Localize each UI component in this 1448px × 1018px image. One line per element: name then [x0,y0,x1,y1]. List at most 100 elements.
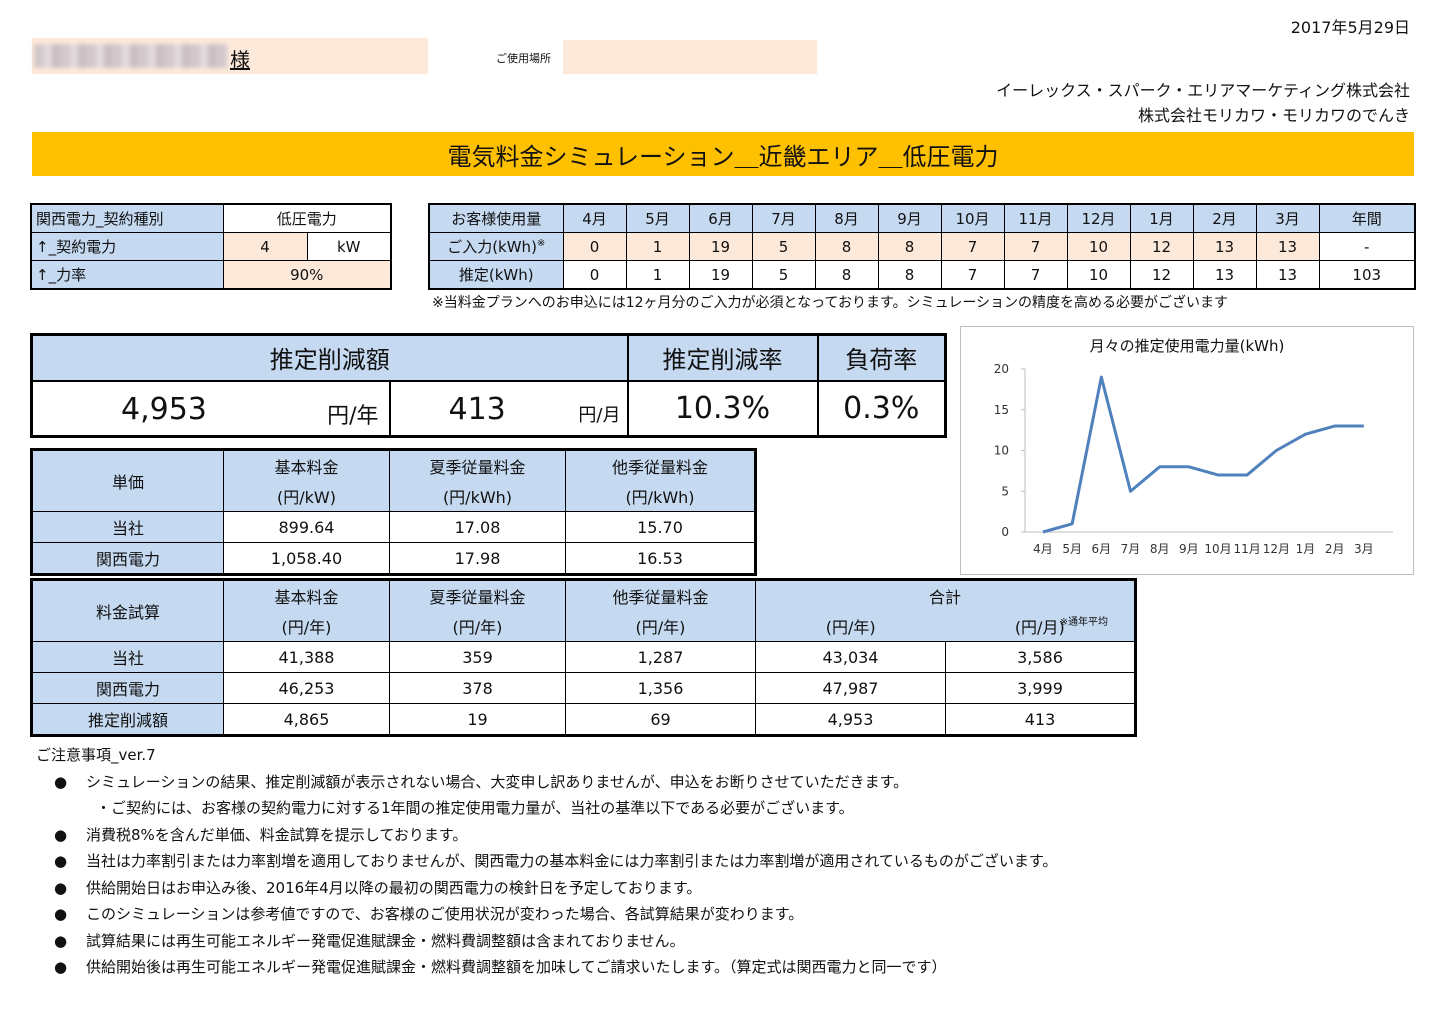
input-cell[interactable]: 13 [1256,233,1319,261]
notes: ご注意事項_ver.7 ● シミュレーションの結果、推定削減額が表示されない場合、… [36,742,1416,981]
month-header: 3月 [1256,204,1319,233]
input-cell[interactable]: 1 [626,233,689,261]
estimate-cell: 8 [815,261,878,290]
month-header: 6月 [689,204,752,233]
x-tick-label: 3月 [1354,542,1374,556]
x-tick-label: 4月 [1033,542,1053,556]
company-name-2: 株式会社モリカワ・モリカワのでんき [1138,102,1410,126]
company-name-1: イーレックス・スパーク・エリアマーケティング株式会社 [996,77,1410,101]
calc-cell: 4,953 [756,704,946,736]
note-text: 供給開始日はお申込み後、2016年4月以降の最初の関西電力の検針日を予定しており… [86,879,701,897]
reduction-month-unit: 円/月 [578,401,620,427]
calc-total-label: 合計 [756,580,1136,612]
summary-table: 推定削減額 推定削減率 負荷率 4,953 円/年 413 円/月 10.3% … [30,333,947,438]
input-cell[interactable]: 5 [752,233,815,261]
estimate-cell: 10 [1067,261,1130,290]
price-col-unit: (円/kWh) [390,481,566,512]
input-cell[interactable]: 8 [878,233,941,261]
x-tick-label: 2月 [1325,542,1345,556]
input-cell[interactable]: 13 [1193,233,1256,261]
input-cell[interactable]: 7 [941,233,1004,261]
price-col-unit: (円/kW) [224,481,390,512]
calc-col-unit: (円/年) [566,611,756,642]
calc-cell: 413 [946,704,1136,736]
bullet-icon: ● [54,769,67,796]
date: 2017年5月29日 [1291,14,1410,38]
input-cell[interactable]: 10 [1067,233,1130,261]
calc-total-month-unit-cell: (円/月) ※通年平均 [946,611,1136,642]
reduction-rate-label: 推定削減率 [628,335,818,381]
price-row-label: 関西電力 [32,543,224,575]
x-tick-label: 6月 [1092,542,1112,556]
calc-total-year-unit: (円/年) [756,611,946,642]
contract-power-unit: kW [307,233,391,261]
calc-cell: 46,253 [224,673,390,704]
note-item: ● 供給開始後は再生可能エネルギー発電促進賦課金・燃料費調整額を加味してご請求いた… [36,954,1416,981]
month-header: 1月 [1130,204,1193,233]
note-item: ● このシミュレーションは参考値ですので、お客様のご使用状況が変わった場合、各試算… [36,901,1416,928]
note-text: 当社は力率割引または力率割増を適用しておりませんが、関西電力の基本料金には力率割… [86,852,1057,870]
page-title: 電気料金シミュレーション＿近畿エリア＿低圧電力 [32,132,1414,176]
calc-cell: 378 [390,673,566,704]
estimate-annual: 103 [1319,261,1415,290]
load-factor-label: 負荷率 [818,335,946,381]
input-cell[interactable]: 0 [563,233,626,261]
annual-header: 年間 [1319,204,1415,233]
contract-type-value: 低圧電力 [223,204,391,233]
notes-title: ご注意事項_ver.7 [36,742,1416,769]
calc-total-month-note: ※通年平均 [1060,613,1108,628]
usage-chart: 月々の推定使用電力量(kWh) 0 5 10 15 20 4月 5月 6月 7月 8月 9月 10月 1… [960,326,1414,575]
usage-header-label: お客様使用量 [429,204,563,233]
input-cell[interactable]: 8 [815,233,878,261]
x-tick-label: 9月 [1179,542,1199,556]
price-col-unit: (円/kWh) [566,481,756,512]
place-label: ご使用場所 [496,50,551,66]
usage-table: お客様使用量 4月 5月 6月 7月 8月 9月 10月 11月 12月 1月 … [428,203,1416,290]
bullet-icon: ● [54,954,67,981]
x-tick-label: 11月 [1234,542,1261,556]
calc-cell: 69 [566,704,756,736]
input-cell[interactable]: 19 [689,233,752,261]
calc-col-name: 他季従量料金 [566,580,756,612]
x-tick-label: 8月 [1150,542,1170,556]
estimate-cell: 8 [878,261,941,290]
estimate-cell: 13 [1256,261,1319,290]
calc-cell: 3,999 [946,673,1136,704]
estimate-cell: 0 [563,261,626,290]
note-item: ● シミュレーションの結果、推定削減額が表示されない場合、大変申し訳ありませんが、… [36,769,1416,796]
calc-cell: 3,586 [946,642,1136,673]
price-col-name: 基本料金 [224,450,390,482]
chart-plot: 051015204月 5月 6月 7月 8月 9月 10月 11月 12月 1月 2月 3月 [961,327,1413,574]
estimate-cell: 12 [1130,261,1193,290]
power-factor-value: 90% [223,261,391,290]
bullet-icon: ● [54,875,67,902]
input-annual: - [1319,233,1415,261]
input-cell[interactable]: 7 [1004,233,1067,261]
month-header: 5月 [626,204,689,233]
bullet-icon: ● [54,928,67,955]
price-col-name: 他季従量料金 [566,450,756,482]
note-text: シミュレーションの結果、推定削減額が表示されない場合、大変申し訳ありませんが、申… [86,773,908,791]
input-cell[interactable]: 12 [1130,233,1193,261]
month-header: 7月 [752,204,815,233]
calc-cell: 41,388 [224,642,390,673]
note-item: ● 消費税8%を含んだ単価、料金試算を提示しております。 [36,822,1416,849]
estimate-cell: 19 [689,261,752,290]
calc-total-month-unit: (円/月) [1015,618,1065,637]
customer-suffix: 様 [230,44,250,73]
note-text: 供給開始後は再生可能エネルギー発電促進賦課金・燃料費調整額を加味してご請求いたし… [86,958,947,976]
bullet-icon: ● [54,822,67,849]
redacted-customer-name [34,44,228,68]
calc-row-label: 関西電力 [32,673,224,704]
power-factor-label: ↑_力率 [31,261,223,290]
input-mark: ※ [537,238,545,249]
input-row-label: ご入力(kWh)※ [429,233,563,261]
note-item: ● 当社は力率割引または力率割増を適用しておりませんが、関西電力の基本料金には力率… [36,848,1416,875]
price-row-label: 当社 [32,512,224,543]
place-field [563,40,817,74]
calc-cell: 1,356 [566,673,756,704]
series-line [1043,377,1364,532]
y-tick-label: 5 [1001,484,1009,498]
price-cell: 17.08 [390,512,566,543]
note-item: ● 供給開始日はお申込み後、2016年4月以降の最初の関西電力の検針日を予定してお… [36,875,1416,902]
